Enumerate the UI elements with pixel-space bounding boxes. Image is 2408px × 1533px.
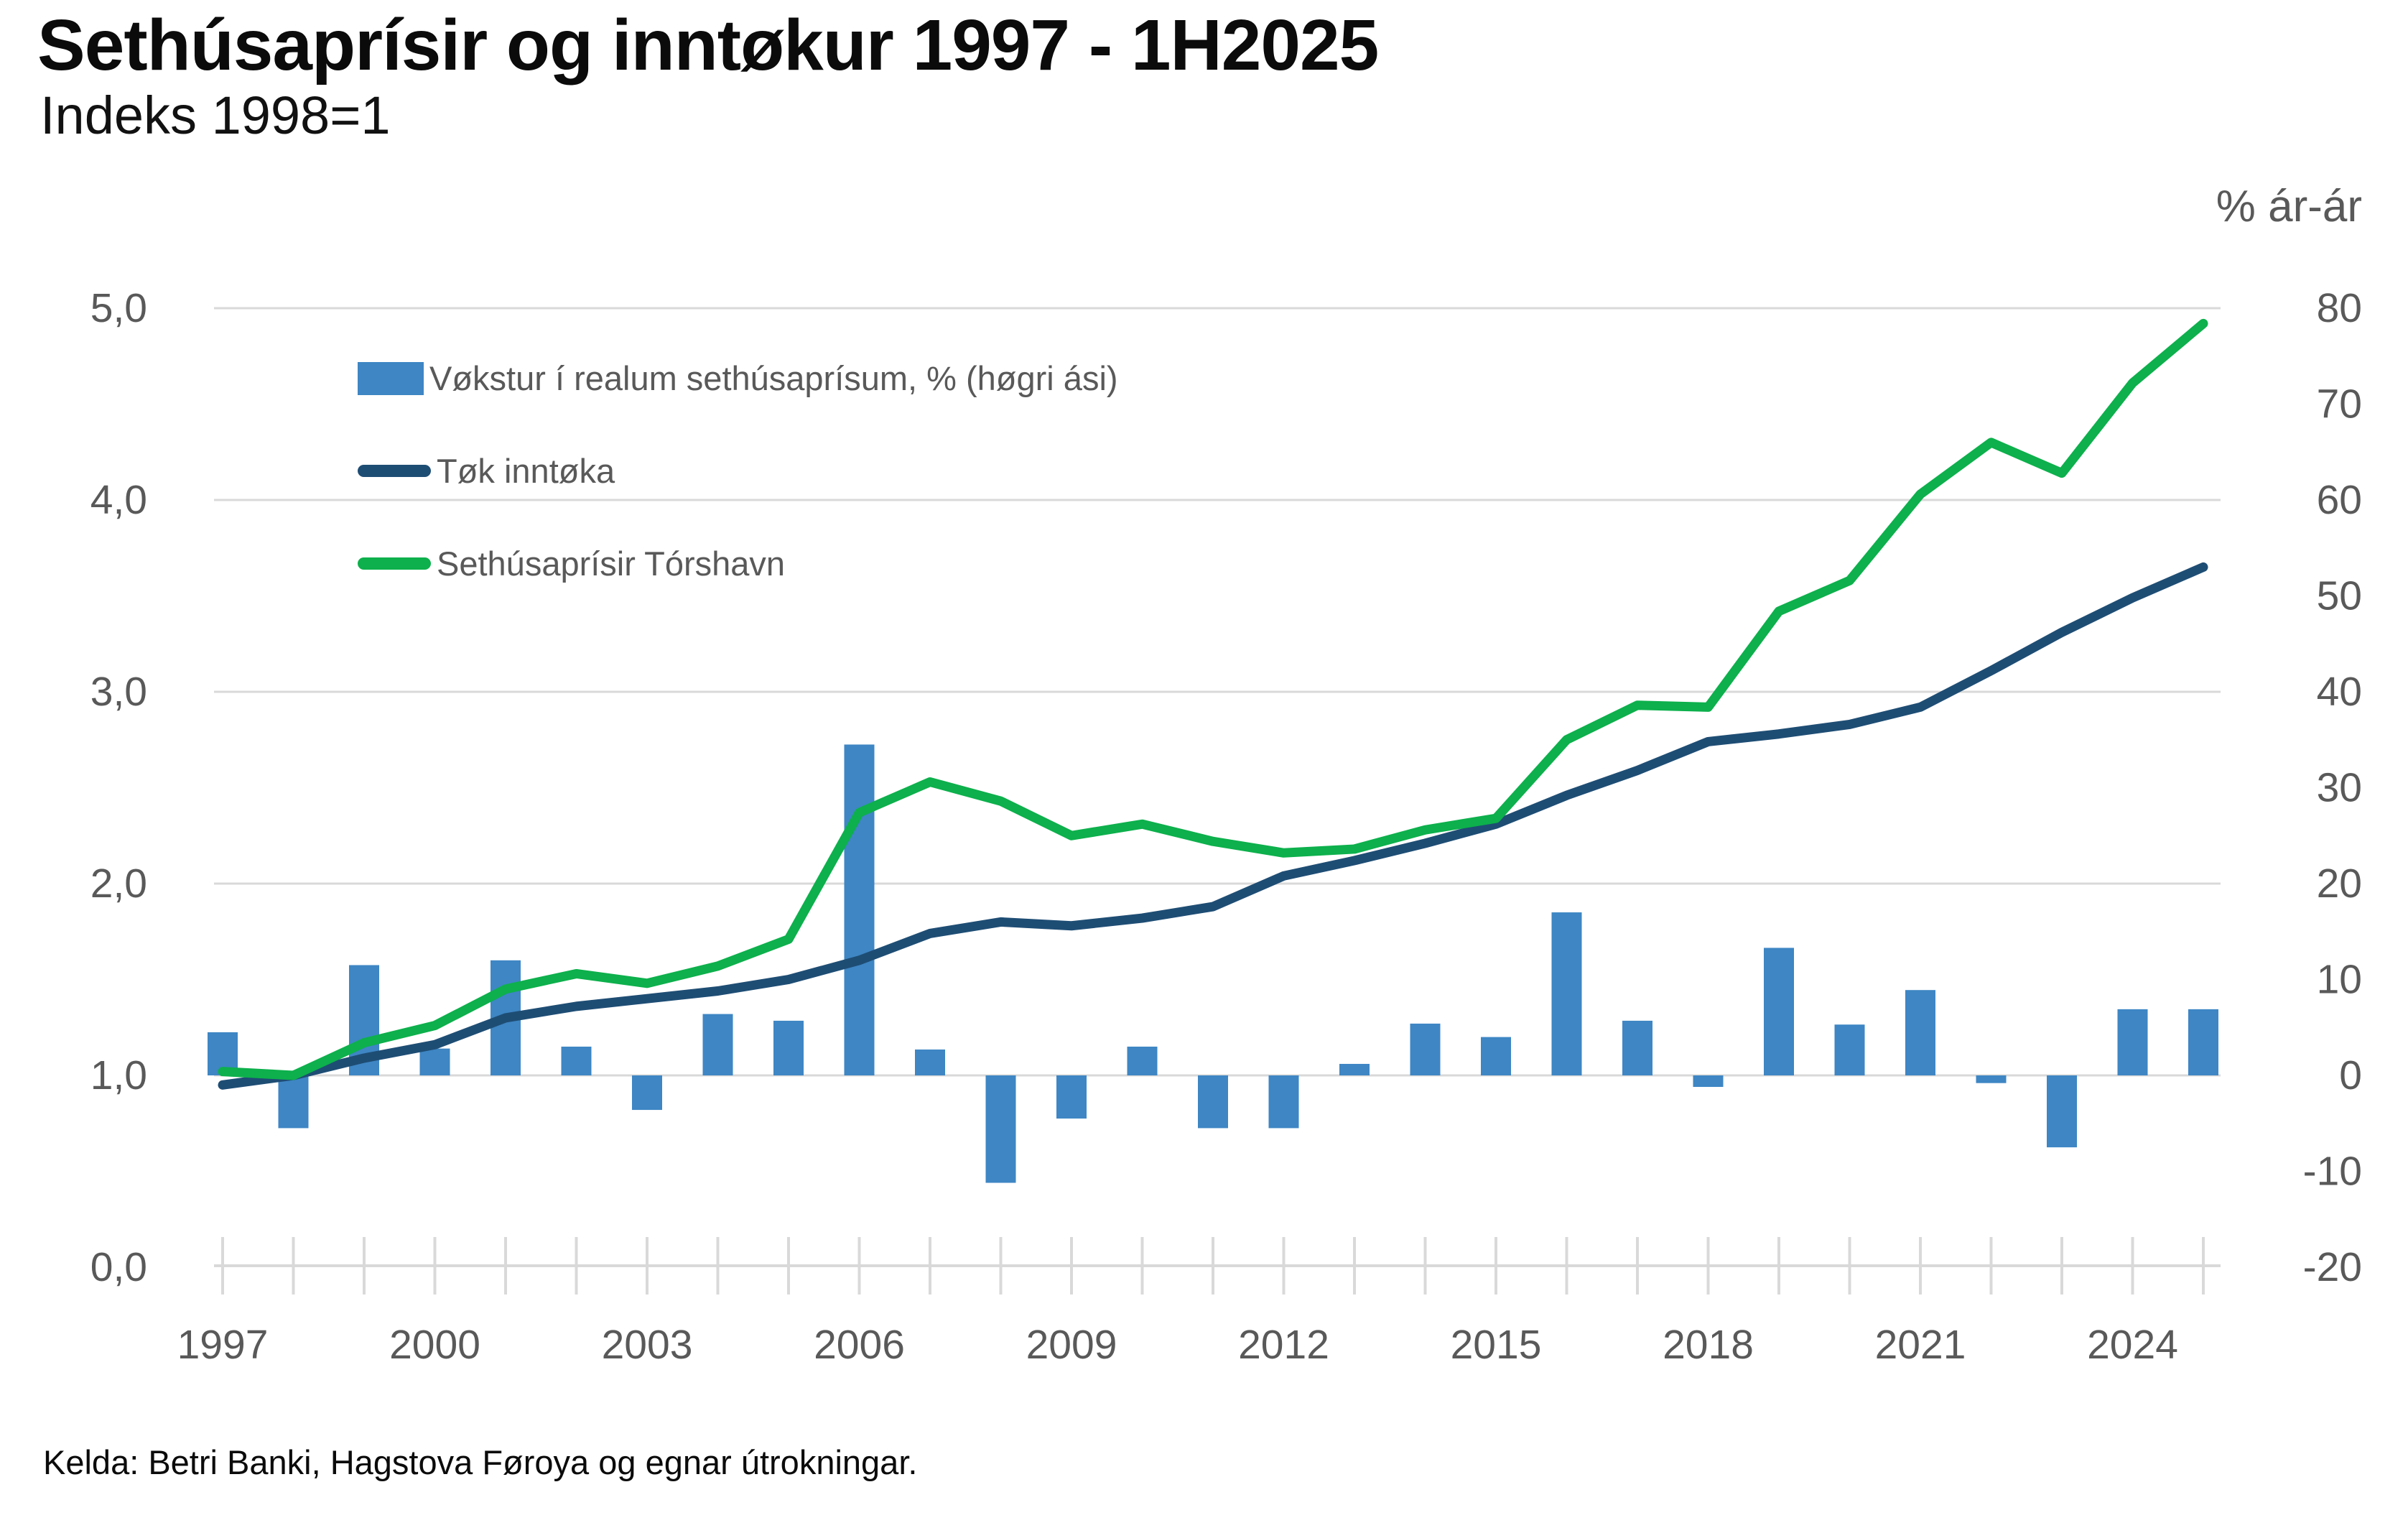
x-axis-label: 2009 [1026, 1322, 1117, 1368]
left-axis-label: 5,0 [90, 285, 147, 331]
left-axis-label: 3,0 [90, 669, 147, 715]
right-axis-label: -10 [2303, 1149, 2362, 1195]
right-axis-label: 10 [2317, 957, 2362, 1003]
bar-2000 [419, 1048, 450, 1075]
chart-subtitle: Indeks 1998=1 [40, 85, 391, 145]
bar-1998 [278, 1075, 309, 1129]
chart-title: Sethúsaprísir og inntøkur 1997 - 1H2025 [37, 5, 1379, 85]
right-axis-label: -20 [2303, 1244, 2362, 1290]
bar-2009 [1056, 1075, 1087, 1119]
legend-label: Sethúsaprísir Tórshavn [437, 545, 786, 583]
line-series-income [218, 562, 2208, 1090]
right-axis-label: 0 [2339, 1052, 2362, 1098]
right-axis-label: 50 [2317, 573, 2362, 619]
x-axis-label: 2003 [602, 1322, 693, 1368]
left-axis-label: 4,0 [90, 477, 147, 523]
bar-2006 [844, 744, 875, 1075]
x-axis-label: 2024 [2087, 1322, 2178, 1368]
bar-2019 [1764, 948, 1794, 1075]
legend-label: Vøkstur í realum sethúsaprísum, % (høgri… [429, 359, 1118, 397]
right-axis-label: 30 [2317, 765, 2362, 811]
left-axis-label: 2,0 [90, 861, 147, 907]
bar-2021 [1905, 990, 1935, 1075]
bar-2024 [2117, 1009, 2148, 1075]
legend-item-houseprices: Sethúsaprísir Tórshavn [358, 517, 1118, 610]
bar-2005 [773, 1020, 804, 1075]
right-axis-title: % ár-ár [2216, 182, 2362, 231]
bar-2008 [985, 1075, 1016, 1183]
line-series-prices [218, 318, 2208, 1080]
bar-series-swatch-icon [358, 361, 424, 395]
right-axis-label: 60 [2317, 477, 2362, 523]
bar-2018 [1693, 1075, 1724, 1088]
bar-2003 [632, 1075, 662, 1111]
line-series-swatch-icon [358, 465, 431, 477]
x-axis-label: 2006 [814, 1322, 905, 1368]
right-axis-label: 70 [2317, 381, 2362, 427]
right-axis-label: 80 [2317, 285, 2362, 331]
bar-2023 [2047, 1075, 2077, 1148]
bar-2007 [915, 1049, 945, 1075]
x-axis-label: 2021 [1875, 1322, 1966, 1368]
bar-2012 [1268, 1075, 1299, 1129]
right-axis-label: 20 [2317, 861, 2362, 907]
x-axis-label: 2012 [1238, 1322, 1329, 1368]
line-series-swatch-icon [358, 557, 431, 570]
x-axis-label: 2000 [389, 1322, 480, 1368]
legend: Vøkstur í realum sethúsaprísum, % (høgri… [358, 332, 1118, 610]
left-axis-label: 0,0 [90, 1244, 147, 1290]
legend-item-growth-bars: Vøkstur í realum sethúsaprísum, % (høgri… [358, 332, 1118, 425]
legend-item-income: Tøk inntøka [358, 425, 1118, 517]
x-axis-label: 2015 [1451, 1322, 1542, 1368]
source-note: Kelda: Betri Banki, Hagstova Føroya og e… [43, 1443, 918, 1481]
bar-2015 [1481, 1037, 1511, 1075]
bar-2025 [2188, 1009, 2218, 1075]
bar-2016 [1551, 912, 1582, 1075]
right-axis-label: 40 [2317, 669, 2362, 715]
bar-2022 [1976, 1075, 2007, 1083]
x-axis-label: 2018 [1663, 1322, 1754, 1368]
x-axis-label: 1997 [177, 1322, 269, 1368]
bar-2017 [1622, 1020, 1652, 1075]
bar-2002 [561, 1046, 592, 1075]
bar-2014 [1410, 1023, 1441, 1075]
bar-2010 [1127, 1046, 1158, 1075]
bar-2011 [1198, 1075, 1228, 1129]
bar-2004 [702, 1014, 733, 1075]
bar-2013 [1339, 1063, 1370, 1075]
legend-label: Tøk inntøka [437, 452, 615, 490]
left-axis-label: 1,0 [90, 1052, 147, 1098]
bar-2020 [1834, 1024, 1865, 1075]
